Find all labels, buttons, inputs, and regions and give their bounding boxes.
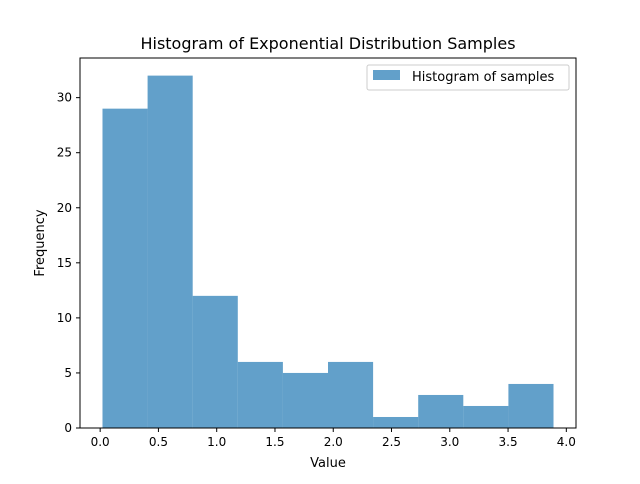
- histogram-bar-8: [418, 394, 464, 428]
- histogram-bar-5: [282, 372, 328, 428]
- y-tick-label: 0: [64, 421, 72, 435]
- x-tick-label: 2.5: [382, 435, 401, 449]
- bars-layer: [102, 75, 554, 429]
- histogram-bar-7: [373, 416, 419, 428]
- y-tick-label: 10: [57, 311, 72, 325]
- legend-label: Histogram of samples: [412, 70, 554, 85]
- y-tick-label: 20: [57, 201, 72, 215]
- y-axis-label: Frequency: [33, 209, 48, 276]
- y-tick-label: 30: [57, 91, 72, 105]
- y-tick-label: 5: [64, 366, 72, 380]
- histogram-bar-9: [463, 405, 509, 428]
- histogram-bar-6: [328, 361, 374, 428]
- y-tick-label: 25: [57, 146, 72, 160]
- histogram-bar-1: [102, 108, 148, 429]
- x-tick-label: 1.5: [265, 435, 284, 449]
- histogram-bar-2: [147, 75, 193, 428]
- y-tick-label: 15: [57, 256, 72, 270]
- histogram-bar-4: [237, 361, 283, 428]
- legend: Histogram of samples: [366, 64, 570, 91]
- legend-box: [366, 64, 570, 91]
- x-tick-label: 0.5: [149, 435, 168, 449]
- chart-title: Histogram of Exponential Distribution Sa…: [140, 34, 515, 53]
- y-axis-ticks: 0 5 10 15 20 25 30: [57, 91, 80, 435]
- x-tick-label: 1.0: [207, 435, 226, 449]
- histogram-bar-10: [508, 383, 554, 428]
- x-axis-label: Value: [310, 456, 346, 471]
- x-tick-label: 2.0: [324, 435, 343, 449]
- x-tick-label: 4.0: [557, 435, 576, 449]
- plot-frame: [79, 57, 577, 429]
- x-tick-label: 0.0: [91, 435, 110, 449]
- histogram-bar-3: [192, 295, 238, 428]
- legend-swatch: [373, 70, 400, 80]
- x-axis-ticks: 0.0 0.5 1.0 1.5 2.0 2.5 3.0 3.5 4.0: [91, 428, 576, 449]
- x-tick-label: 3.0: [440, 435, 459, 449]
- x-tick-label: 3.5: [499, 435, 518, 449]
